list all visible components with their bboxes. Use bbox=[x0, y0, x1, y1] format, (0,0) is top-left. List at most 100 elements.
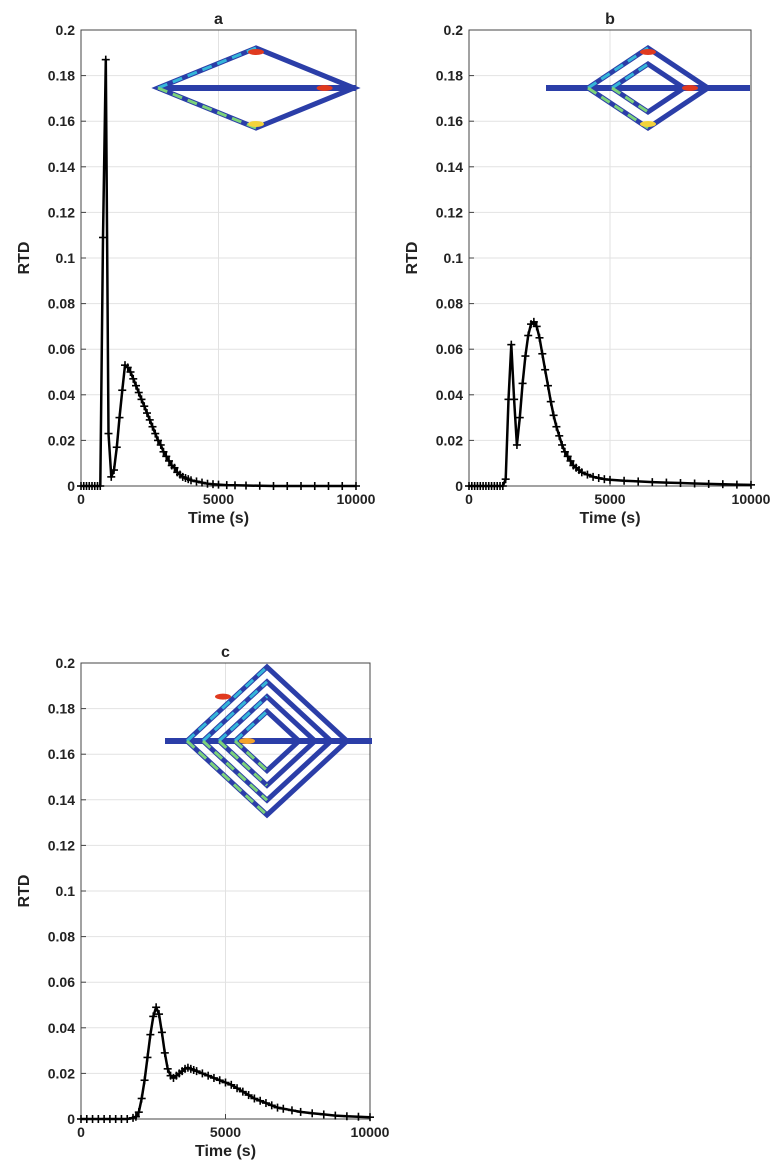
rtd-data-point bbox=[521, 352, 530, 361]
velocity-field-highlight bbox=[185, 739, 269, 817]
velocity-field-highlight bbox=[587, 86, 649, 130]
y-tick-label: 0.02 bbox=[48, 1065, 75, 1081]
rtd-data-point bbox=[342, 1112, 351, 1121]
rtd-data-point bbox=[112, 443, 121, 452]
rtd-data-point bbox=[155, 1010, 164, 1019]
rtd-data-point bbox=[589, 472, 598, 481]
rtd-data-point bbox=[231, 481, 239, 490]
velocity-hotspot bbox=[248, 49, 264, 55]
panel-title: a bbox=[214, 11, 223, 28]
rtd-data-point bbox=[145, 415, 154, 424]
y-tick-label: 0 bbox=[67, 1111, 75, 1127]
velocity-field-highlight bbox=[217, 739, 269, 787]
rtd-data-point bbox=[331, 1111, 340, 1120]
y-tick-label: 0.12 bbox=[436, 204, 463, 220]
rtd-data-point bbox=[747, 480, 755, 489]
rtd-data-point bbox=[140, 1076, 149, 1085]
x-tick-label: 0 bbox=[77, 1124, 85, 1140]
rtd-data-point bbox=[137, 395, 146, 404]
y-tick-label: 0.18 bbox=[48, 68, 75, 84]
rtd-data-point bbox=[267, 1101, 276, 1110]
rtd-data-point bbox=[123, 363, 132, 372]
x-tick-label: 0 bbox=[465, 491, 473, 507]
rtd-data-point bbox=[244, 1091, 253, 1100]
velocity-field-highlight bbox=[201, 680, 269, 743]
velocity-field-highlight bbox=[611, 62, 649, 90]
velocity-hotspot bbox=[640, 121, 656, 127]
y-tick-label: 0.02 bbox=[436, 432, 463, 448]
y-tick-label: 0.04 bbox=[48, 1020, 75, 1036]
rtd-data-point bbox=[215, 1076, 224, 1085]
x-tick-label: 5000 bbox=[210, 1124, 241, 1140]
rtd-data-point bbox=[310, 482, 319, 490]
y-tick-label: 0.06 bbox=[436, 341, 463, 357]
velocity-field-highlight bbox=[587, 46, 649, 90]
rtd-data-point bbox=[152, 1003, 161, 1012]
velocity-hotspot bbox=[239, 738, 255, 744]
rtd-data-point bbox=[233, 1084, 242, 1093]
rtd-data-point bbox=[515, 413, 524, 422]
rtd-data-point bbox=[269, 482, 278, 490]
rtd-data-point bbox=[704, 479, 713, 488]
rtd-data-point bbox=[204, 1071, 213, 1080]
rtd-data-point bbox=[279, 1104, 288, 1113]
rtd-data-point bbox=[296, 1107, 305, 1116]
y-tick-label: 0.04 bbox=[436, 387, 463, 403]
rtd-data-point bbox=[549, 411, 558, 420]
rtd-data-point bbox=[96, 482, 105, 490]
rtd-data-point bbox=[140, 402, 149, 411]
rtd-data-point bbox=[192, 1067, 201, 1076]
x-tick-label: 10000 bbox=[351, 1124, 390, 1140]
panel-title: b bbox=[605, 11, 615, 28]
chart-panel-c: 0 0.02 0.04 0.06 0.08 0.1 0.12 0.14 0.16 0.18 0.2 0… bbox=[16, 644, 390, 1160]
channel-diamond-loop bbox=[215, 693, 319, 789]
rtd-data-point bbox=[250, 1094, 259, 1103]
rtd-data-point bbox=[126, 368, 135, 376]
rtd-data-point bbox=[137, 1094, 146, 1103]
rtd-data-point bbox=[560, 447, 569, 456]
rtd-data-point bbox=[143, 1053, 152, 1062]
rtd-data-point bbox=[676, 479, 685, 488]
rtd-data-point bbox=[501, 475, 510, 484]
rtd-data-point bbox=[157, 1028, 166, 1037]
y-tick-label: 0 bbox=[67, 478, 75, 494]
rtd-data-point bbox=[132, 381, 140, 390]
x-tick-label: 5000 bbox=[594, 491, 625, 507]
rtd-data-point bbox=[366, 1113, 374, 1122]
velocity-field-highlight bbox=[233, 710, 269, 743]
rtd-data-point bbox=[543, 381, 552, 390]
rtd-data-point bbox=[222, 481, 231, 490]
y-axis-label: RTD bbox=[16, 875, 33, 908]
rtd-data-point bbox=[535, 333, 544, 342]
rtd-data-point bbox=[238, 1087, 247, 1096]
rtd-data-point bbox=[512, 440, 521, 449]
rtd-data-point bbox=[718, 480, 727, 489]
rtd-data-point bbox=[165, 456, 173, 465]
y-tick-label: 0.1 bbox=[56, 250, 76, 266]
rtd-data-point bbox=[214, 480, 223, 489]
y-tick-label: 0.06 bbox=[48, 341, 75, 357]
rtd-data-point bbox=[154, 436, 162, 445]
y-tick-label: 0.16 bbox=[48, 113, 75, 129]
x-axis-label: Time (s) bbox=[579, 510, 640, 527]
velocity-field-highlight bbox=[217, 695, 269, 743]
rtd-data-point bbox=[606, 475, 614, 484]
rtd-data-point bbox=[273, 1103, 282, 1112]
velocity-field-highlight bbox=[201, 739, 269, 802]
rtd-data-point bbox=[594, 474, 603, 483]
rtd-data-point bbox=[115, 413, 124, 422]
rtd-data-point bbox=[99, 233, 107, 242]
rtd-data-point bbox=[123, 1115, 132, 1123]
y-tick-label: 0.14 bbox=[48, 792, 75, 808]
rtd-data-point bbox=[287, 1106, 296, 1115]
y-tick-label: 0.12 bbox=[48, 204, 75, 220]
chart-panel-a: 0 0.02 0.04 0.06 0.08 0.1 0.12 0.14 0.16 0.18 0.2 0… bbox=[16, 11, 376, 527]
rtd-data-point bbox=[524, 331, 533, 340]
y-tick-label: 0.2 bbox=[444, 22, 464, 38]
rtd-data-point bbox=[648, 478, 657, 487]
y-tick-label: 0.04 bbox=[48, 387, 75, 403]
velocity-field-highlight bbox=[157, 46, 257, 90]
rtd-data-point bbox=[319, 1110, 328, 1119]
velocity-hotspot bbox=[640, 49, 656, 55]
